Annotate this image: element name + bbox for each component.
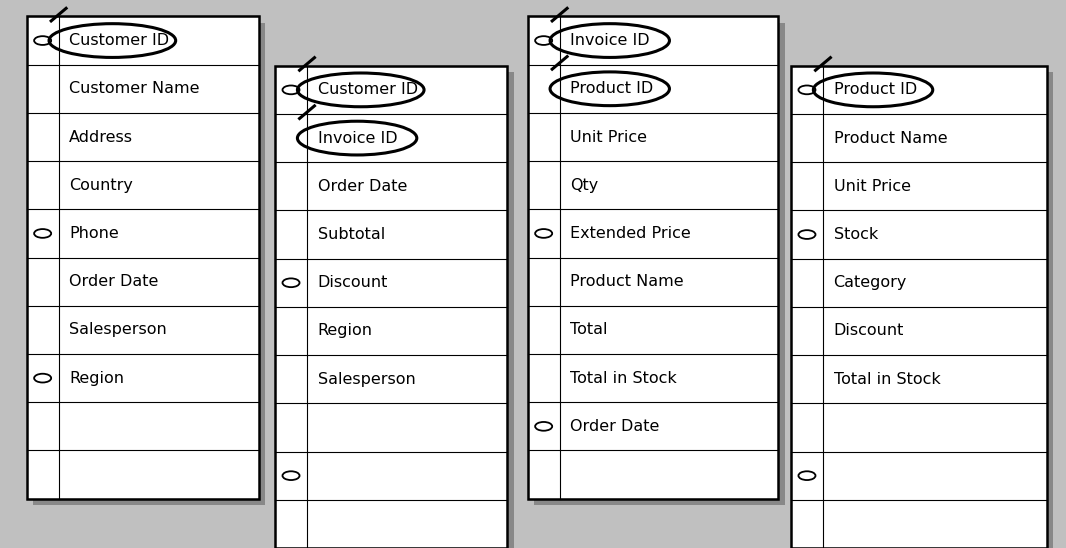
Circle shape [34, 229, 51, 238]
Text: Unit Price: Unit Price [834, 179, 910, 194]
Circle shape [282, 85, 300, 94]
Text: Product ID: Product ID [834, 82, 917, 98]
Circle shape [282, 278, 300, 287]
Text: Subtotal: Subtotal [318, 227, 385, 242]
Circle shape [282, 471, 300, 480]
Text: Product Name: Product Name [834, 130, 948, 146]
Text: Invoice ID: Invoice ID [318, 130, 398, 146]
FancyBboxPatch shape [797, 72, 1053, 548]
Circle shape [34, 36, 51, 45]
Circle shape [535, 36, 552, 45]
Circle shape [535, 229, 552, 238]
Text: Unit Price: Unit Price [570, 129, 647, 145]
Text: Customer ID: Customer ID [318, 82, 418, 98]
Circle shape [34, 374, 51, 383]
Text: Qty: Qty [570, 178, 599, 193]
Text: Category: Category [834, 275, 907, 290]
Text: Stock: Stock [834, 227, 878, 242]
Text: Product Name: Product Name [570, 274, 684, 289]
Circle shape [535, 422, 552, 431]
FancyBboxPatch shape [281, 72, 514, 548]
FancyBboxPatch shape [534, 23, 785, 505]
Text: Discount: Discount [834, 323, 904, 339]
Text: Discount: Discount [318, 275, 388, 290]
Text: Customer ID: Customer ID [69, 33, 169, 48]
Text: Phone: Phone [69, 226, 119, 241]
FancyBboxPatch shape [275, 66, 507, 548]
Text: Extended Price: Extended Price [570, 226, 691, 241]
Text: Salesperson: Salesperson [69, 322, 167, 338]
Text: Order Date: Order Date [69, 274, 159, 289]
Text: Total in Stock: Total in Stock [834, 372, 940, 387]
Circle shape [798, 471, 815, 480]
FancyBboxPatch shape [528, 16, 778, 499]
Text: Region: Region [69, 370, 125, 386]
FancyBboxPatch shape [33, 23, 265, 505]
Text: Order Date: Order Date [570, 419, 660, 434]
Text: Invoice ID: Invoice ID [570, 33, 650, 48]
FancyBboxPatch shape [27, 16, 259, 499]
Text: Salesperson: Salesperson [318, 372, 416, 387]
Text: Address: Address [69, 129, 133, 145]
Text: Total: Total [570, 322, 608, 338]
Text: Product ID: Product ID [570, 81, 653, 96]
Text: Order Date: Order Date [318, 179, 407, 194]
Text: Customer Name: Customer Name [69, 81, 199, 96]
Circle shape [798, 85, 815, 94]
Text: Region: Region [318, 323, 373, 339]
FancyBboxPatch shape [791, 66, 1047, 548]
Text: Country: Country [69, 178, 133, 193]
Text: Total in Stock: Total in Stock [570, 370, 677, 386]
Circle shape [798, 230, 815, 239]
